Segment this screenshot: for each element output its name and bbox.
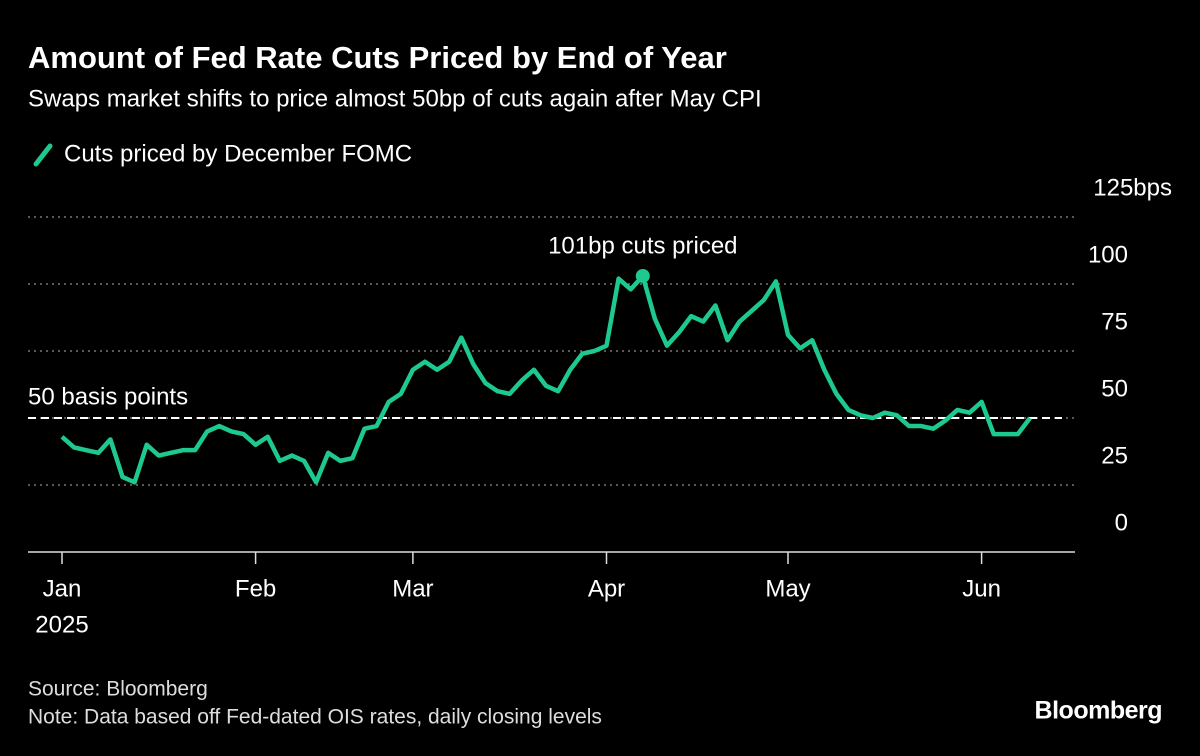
annotation-label: 101bp cuts priced (548, 233, 737, 260)
x-year-label: 2025 (35, 611, 88, 638)
x-tick-label: May (765, 575, 810, 602)
chart-subtitle: Swaps market shifts to price almost 50bp… (28, 85, 762, 112)
x-tick-label: Apr (588, 575, 625, 602)
x-tick-label: Feb (235, 575, 276, 602)
note: Note: Data based off Fed-dated OIS rates… (28, 706, 602, 729)
y-tick-label: 100 (1088, 241, 1128, 268)
x-tick-label: Jan (43, 575, 82, 602)
y-tick-label: 75 (1101, 308, 1128, 335)
x-tick-label: Jun (962, 575, 1001, 602)
brand-logo: Bloomberg (1035, 697, 1162, 725)
reference-label: 50 basis points (28, 383, 188, 410)
y-tick-label: 25 (1101, 442, 1128, 469)
legend-swatch (33, 143, 53, 167)
peak-marker (635, 268, 650, 283)
y-tick-label: 0 (1115, 509, 1128, 536)
y-tick-label: 50 (1101, 375, 1128, 402)
legend-label: Cuts priced by December FOMC (64, 140, 412, 167)
y-tick-label: 125bps (1093, 174, 1172, 201)
source: Source: Bloomberg (28, 678, 208, 701)
chart-title: Amount of Fed Rate Cuts Priced by End of… (28, 40, 727, 75)
x-tick-label: Mar (392, 575, 433, 602)
data-line (60, 273, 1032, 485)
